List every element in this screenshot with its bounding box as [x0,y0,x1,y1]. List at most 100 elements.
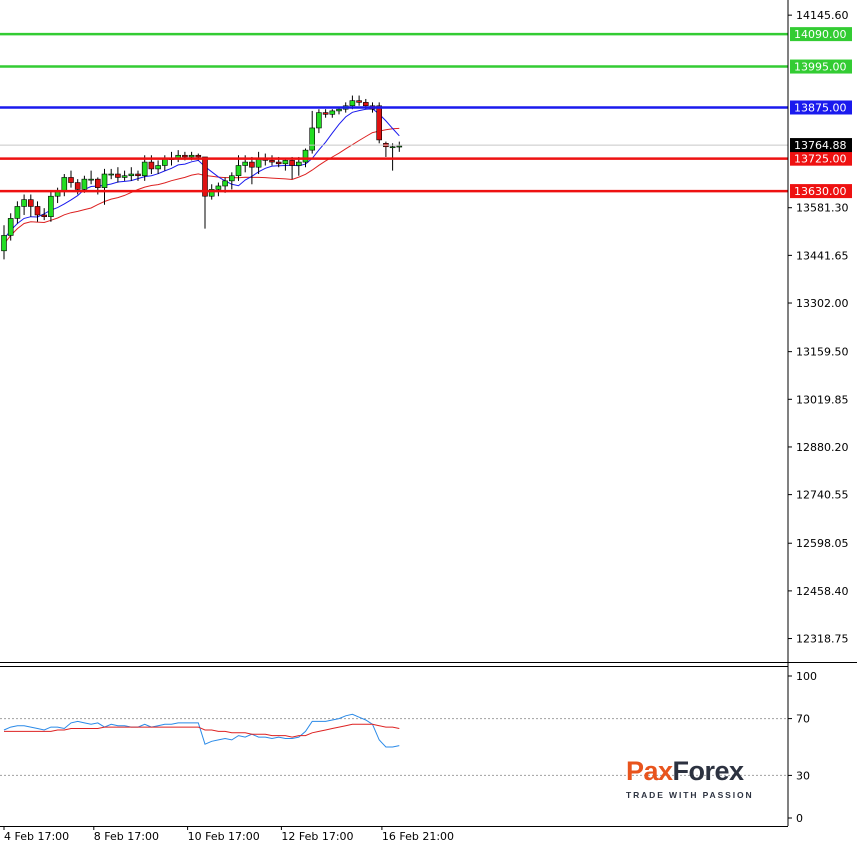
price-tick-label: 13159.50 [796,346,849,359]
candle-body [309,127,316,151]
candle-body [229,175,235,182]
chart-frame [0,0,857,827]
candle-body [182,154,188,158]
indicator-panel: 100 70 30 0 [0,670,817,825]
candle-body [115,173,121,178]
candle-body [329,110,336,115]
price-tick-label: 12458.40 [796,585,849,598]
level-label: 13630.00 [794,185,847,198]
time-axis: 4 Feb 17:00 8 Feb 17:00 10 Feb 17:00 12 Feb… [3,826,454,843]
candle-body [61,177,68,192]
price-axis: 14145.60 13581.30 13441.65 13302.00 13159.50… [788,9,849,646]
candle-body [389,146,396,149]
price-tick-label: 13581.30 [796,202,849,215]
price-tick-label: 13441.65 [796,249,849,262]
candle-body [249,161,255,168]
time-tick-label: 10 Feb 17:00 [188,830,260,843]
level-label: 14090.00 [794,28,847,41]
level-label: 13875.00 [794,101,847,114]
candle-body [362,102,369,107]
candle-body [1,235,7,252]
price-tick-label: 12318.75 [796,633,849,646]
level-label-box [790,59,852,74]
level-lines: 14090.00 13995.00 13875.00 13725.00 13630.00… [0,27,852,199]
candle-body [356,100,362,103]
current-price-box [790,138,852,153]
candle-body [128,173,135,177]
candle-body [68,177,74,183]
indicator-tick-label: 100 [796,670,817,683]
logo-word-part2: Forex [672,756,745,786]
candle-body [336,108,342,112]
candle-body [108,173,114,176]
candle-body [322,112,329,115]
candle-body [208,189,215,197]
price-tick-label: 12880.20 [796,441,849,454]
ma-fast-line [3,108,400,240]
indicator-slow-line [4,723,400,738]
candle-body [188,154,195,158]
time-tick-label: 8 Feb 17:00 [94,830,159,843]
level-label-box [790,151,852,166]
candle-body [48,195,54,217]
candle-body [7,218,14,236]
candle-body [148,161,155,170]
logo-word-part1: Pax [626,756,673,786]
price-tick-label: 13302.00 [796,297,849,310]
logo-tagline: TRADE WITH PASSION [626,790,754,800]
moving-averages [3,108,400,245]
candle-body [235,165,242,177]
indicator-tick-label: 70 [796,713,810,726]
candle-body [242,161,248,166]
level-label-box [790,184,852,199]
candle-body [101,173,108,188]
indicator-tick-label: 30 [796,769,810,782]
level-label-box [790,100,852,115]
time-tick-label: 4 Feb 17:00 [4,830,69,843]
current-price-label: 13764.88 [794,139,847,152]
candle-body [289,160,295,166]
candle-body [302,149,309,163]
candle-body [295,161,302,166]
indicator-tick-label: 0 [796,812,803,825]
candle-body [202,156,208,197]
price-tick-label: 12598.05 [796,537,849,550]
price-tick-label: 14145.60 [796,9,849,22]
time-tick-label: 16 Feb 21:00 [382,830,454,843]
candle-body [81,178,88,190]
candle-body [195,154,202,158]
candle-body [41,214,48,217]
candle-body [88,178,94,181]
candle-body [275,161,282,165]
candle-body [282,160,289,165]
candle-body [95,178,101,188]
candle-body [141,161,148,177]
candle-body [222,180,228,187]
candle-body [215,185,222,190]
candle-body [27,199,34,207]
candle-body [135,173,141,177]
candle-body [255,158,262,168]
time-tick-label: 12 Feb 17:00 [281,830,353,843]
candle-body [14,206,21,219]
ma-slow-line [3,127,400,245]
candle-body [349,100,356,107]
candle-body [121,175,128,178]
candle-body [316,112,322,129]
candle-body [396,145,403,148]
candle-body [21,199,27,207]
level-label: 13995.00 [794,61,847,74]
level-label-box [790,27,852,42]
candle-body [155,165,161,170]
price-tick-label: 12740.55 [796,489,849,502]
indicator-fast-line [3,713,400,748]
candle-body [269,160,275,163]
paxforex-logo: PaxForex TRADE WITH PASSION [626,756,766,806]
candle-body [34,206,41,216]
logo-wordmark: PaxForex [626,756,766,786]
level-label: 13725.00 [794,153,847,166]
price-tick-label: 13019.85 [796,393,849,406]
candle-body [74,182,81,190]
